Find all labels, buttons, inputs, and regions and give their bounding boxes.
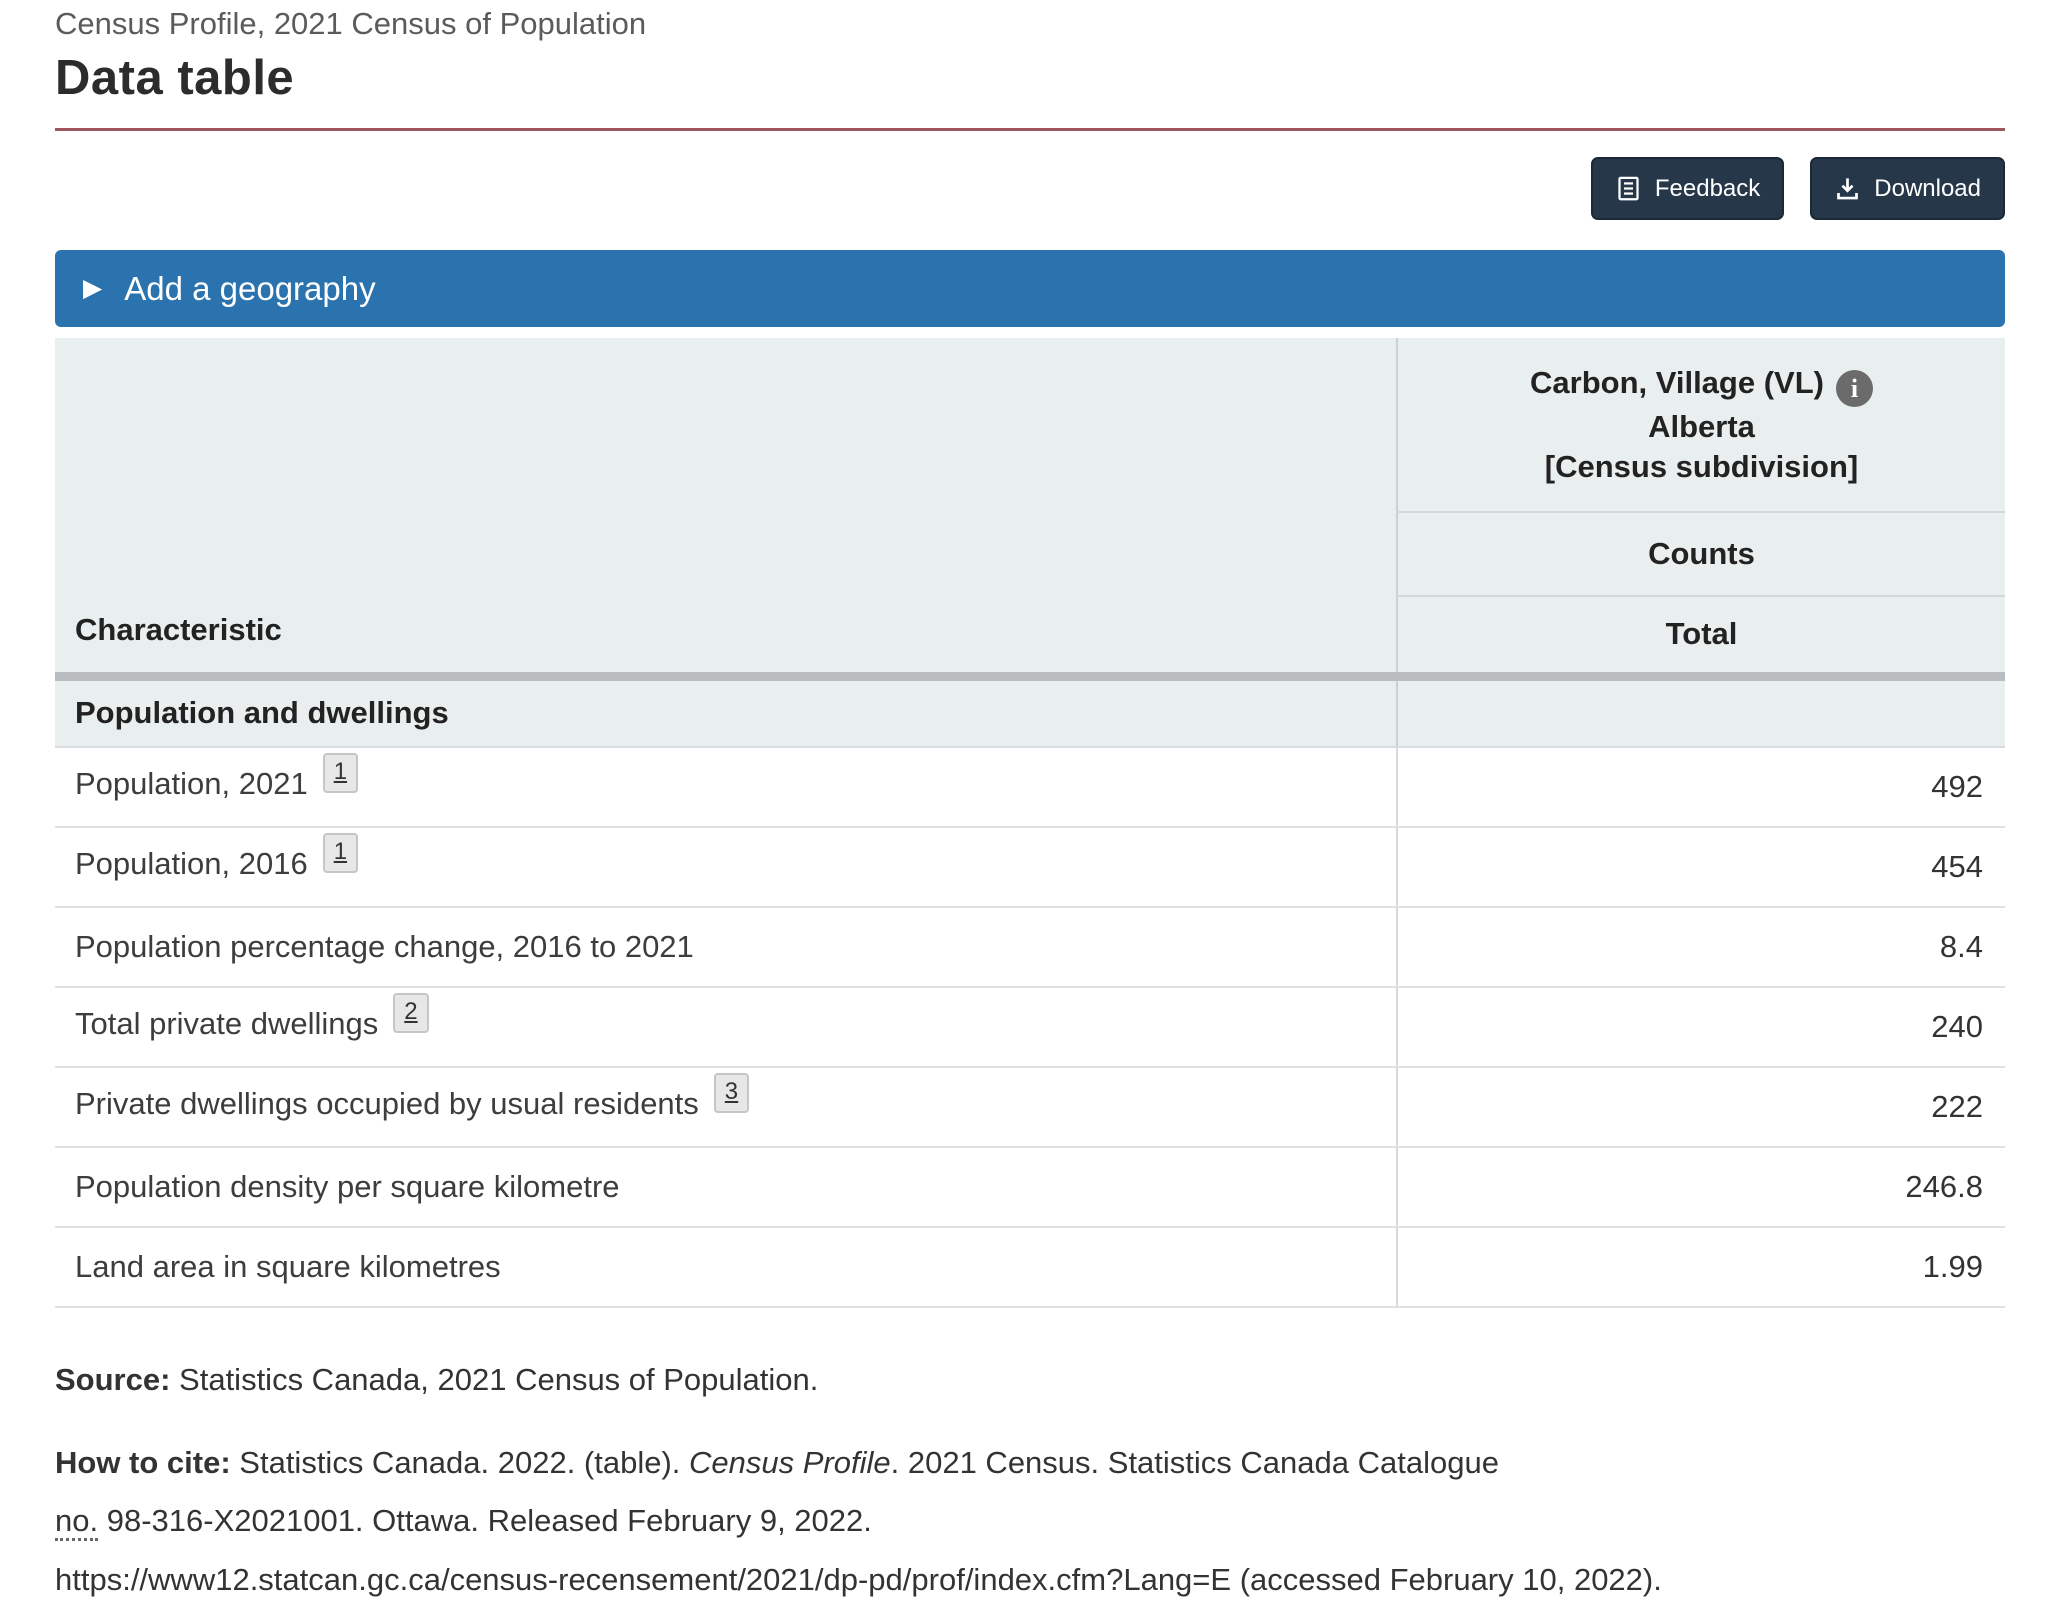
download-icon — [1834, 175, 1861, 202]
row-value-cell: 8.4 — [1396, 907, 2005, 988]
row-label-text: Population, 2021 — [75, 766, 308, 801]
page: Census Profile, 2021 Census of Populatio… — [0, 6, 2048, 1609]
citation-note: How to cite: Statistics Canada. 2022. (t… — [55, 1434, 2005, 1609]
row-value-cell: 240 — [1396, 987, 2005, 1068]
footnote-button[interactable]: 1 — [322, 753, 359, 793]
feedback-icon — [1615, 175, 1642, 202]
row-label-text: Total private dwellings — [75, 1006, 379, 1041]
row-label-text: Population density per square kilometre — [75, 1169, 620, 1204]
geography-level: [Census subdivision] — [1544, 448, 1859, 484]
counts-header: Counts — [1396, 512, 2005, 597]
row-value-cell: 222 — [1396, 1067, 2005, 1148]
row-characteristic-cell: Total private dwellings 2 — [55, 987, 1397, 1068]
table-row: Private dwellings occupied by usual resi… — [55, 1067, 2005, 1148]
row-label-text: Land area in square kilometres — [75, 1249, 501, 1284]
row-value-cell: 492 — [1396, 747, 2005, 828]
section-header-row: Population and dwellings — [55, 676, 2005, 748]
geography-column-header: Carbon, Village (VL) i Alberta [Census su… — [1396, 338, 2005, 513]
toolbar: Feedback Download — [55, 157, 2005, 220]
page-title: Data table — [55, 51, 295, 105]
geography-province: Alberta — [1648, 409, 1755, 445]
source-label: Source: — [55, 1362, 171, 1397]
cite-abbr: no. — [55, 1503, 99, 1542]
census-data-table: Characteristic Carbon, Village (VL) i Alb… — [55, 338, 2005, 1308]
table-row: Total private dwellings 2 240 — [55, 987, 2005, 1068]
title-rule — [55, 128, 2005, 131]
supertitle: Census Profile, 2021 Census of Populatio… — [55, 6, 647, 41]
info-icon[interactable]: i — [1835, 370, 1873, 408]
download-button[interactable]: Download — [1810, 157, 2005, 220]
table-row: Population density per square kilometre … — [55, 1147, 2005, 1228]
download-button-label: Download — [1874, 174, 1981, 202]
table-row: Population, 2021 1 492 — [55, 747, 2005, 828]
geography-name: Carbon, Village (VL) — [1530, 365, 1824, 401]
row-characteristic-cell: Land area in square kilometres — [55, 1227, 1397, 1308]
row-value-cell: 1.99 — [1396, 1227, 2005, 1308]
cite-url: https://www12.statcan.gc.ca/census-recen… — [55, 1561, 1662, 1597]
cite-seg2: . 2021 Census. Statistics Canada Catalog… — [890, 1445, 1499, 1480]
row-value-cell: 246.8 — [1396, 1147, 2005, 1228]
total-header: Total — [1396, 596, 2005, 676]
footnote-button[interactable]: 3 — [713, 1073, 750, 1113]
cite-label: How to cite: — [55, 1445, 231, 1480]
row-characteristic-cell: Population density per square kilometre — [55, 1147, 1397, 1228]
expand-arrow-icon: ▶ — [83, 274, 103, 302]
table-row: Population percentage change, 2016 to 20… — [55, 907, 2005, 988]
table-row: Population, 2016 1 454 — [55, 827, 2005, 908]
source-text: Statistics Canada, 2021 Census of Popula… — [170, 1362, 819, 1397]
row-label-text: Private dwellings occupied by usual resi… — [75, 1086, 699, 1121]
footnote-button[interactable]: 1 — [322, 833, 359, 873]
feedback-button[interactable]: Feedback — [1590, 157, 1785, 220]
row-characteristic-cell: Population, 2016 1 — [55, 827, 1397, 908]
source-note: Source: Statistics Canada, 2021 Census o… — [55, 1362, 2005, 1398]
row-characteristic-cell: Population percentage change, 2016 to 20… — [55, 907, 1397, 988]
row-value-cell: 454 — [1396, 827, 2005, 908]
table-row: Land area in square kilometres 1.99 — [55, 1227, 2005, 1308]
section-header-label: Population and dwellings — [55, 676, 1397, 748]
cite-seg1: Statistics Canada. 2022. (table). — [230, 1445, 690, 1480]
characteristic-column-header: Characteristic — [55, 338, 1397, 676]
row-label-text: Population, 2016 — [75, 846, 308, 881]
table-body: Population and dwellings Population, 202… — [55, 676, 2005, 1308]
footnote-button[interactable]: 2 — [393, 993, 429, 1033]
add-geography-label: Add a geography — [124, 269, 376, 307]
cite-italic: Census Profile — [689, 1445, 891, 1480]
row-characteristic-cell: Population, 2021 1 — [55, 747, 1397, 828]
row-label-text: Population percentage change, 2016 to 20… — [75, 929, 694, 964]
feedback-button-label: Feedback — [1654, 174, 1761, 202]
section-header-value-cell — [1396, 676, 2005, 748]
row-characteristic-cell: Private dwellings occupied by usual resi… — [55, 1067, 1397, 1148]
cite-seg3: 98-316-X2021001. Ottawa. Released Februa… — [98, 1503, 872, 1539]
add-geography-toggle[interactable]: ▶ Add a geography — [55, 250, 2005, 327]
